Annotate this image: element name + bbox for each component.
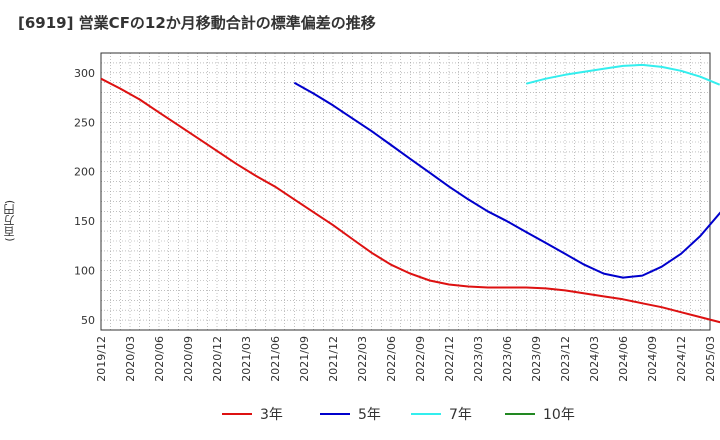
x-tick-label: 2024/06	[617, 336, 630, 382]
chart-title: [6919] 営業CFの12か月移動合計の標準偏差の推移	[18, 14, 376, 32]
x-tick-label: 2023/12	[559, 336, 572, 382]
x-tick-label: 2023/09	[530, 336, 543, 382]
series-line-1	[293, 81, 720, 279]
x-tick-label: 2020/12	[211, 336, 224, 382]
x-tick-label: 2021/09	[298, 336, 311, 382]
x-tick-label: 2022/06	[385, 336, 398, 382]
y-tick-label: 100	[74, 265, 95, 278]
x-tick-label: 2021/03	[240, 336, 253, 382]
x-tick-label: 2020/03	[124, 336, 137, 382]
x-tick-label: 2019/12	[95, 336, 108, 382]
x-tick-label: 2022/03	[356, 336, 369, 382]
x-tick-label: 2024/09	[646, 336, 659, 382]
y-tick-label: 150	[74, 215, 95, 228]
y-axis-ticks: 50 100 150 200 250 300	[74, 67, 95, 327]
plot-frame	[100, 52, 711, 331]
x-tick-label: 2022/12	[443, 336, 456, 382]
series-line-2	[526, 63, 720, 86]
x-tick-label: 2023/03	[472, 336, 485, 382]
x-tick-label: 2021/12	[327, 336, 340, 382]
y-tick-label: 50	[81, 314, 95, 327]
x-tick-label: 2023/06	[501, 336, 514, 382]
y-tick-label: 300	[74, 67, 95, 80]
legend-label-2: 7年	[449, 407, 472, 423]
legend-label-0: 3年	[260, 407, 283, 423]
legend: 3年 5年 7年 10年	[222, 407, 575, 423]
x-tick-label: 2020/06	[153, 336, 166, 382]
grid-lines	[101, 53, 710, 330]
x-tick-label: 2024/12	[675, 336, 688, 382]
x-tick-label: 2022/09	[414, 336, 427, 382]
y-tick-label: 200	[74, 166, 95, 179]
series-lines	[100, 63, 720, 324]
series-line-0	[100, 77, 720, 324]
x-tick-label: 2025/03	[704, 336, 717, 382]
x-tick-label: 2020/09	[182, 336, 195, 382]
legend-label-1: 5年	[358, 407, 381, 423]
x-axis-ticks: 2019/12 2020/03 2020/06 2020/09 2020/12 2021/…	[95, 336, 717, 382]
x-tick-label: 2024/03	[588, 336, 601, 382]
legend-label-3: 10年	[543, 407, 575, 423]
x-tick-label: 2021/06	[269, 336, 282, 382]
y-tick-label: 250	[74, 116, 95, 129]
